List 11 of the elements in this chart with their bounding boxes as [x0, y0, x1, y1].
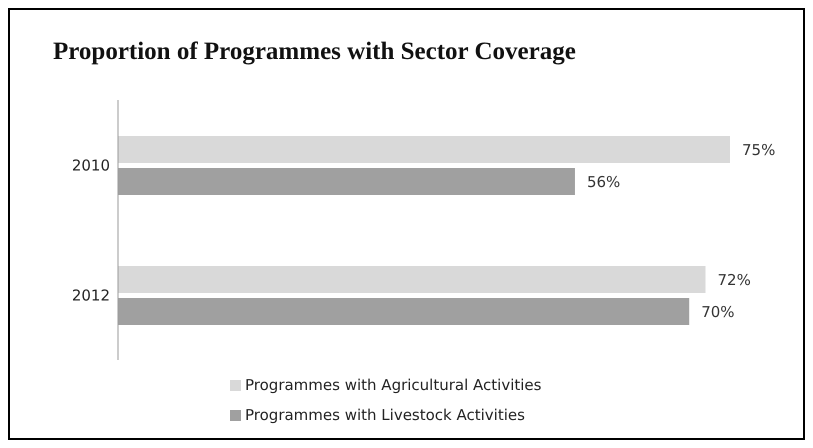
- y-tick-label: 2010: [72, 156, 110, 174]
- data-label: 72%: [718, 270, 751, 289]
- chart-title: Proportion of Programmes with Sector Coverage: [53, 38, 576, 66]
- data-label: 56%: [586, 172, 620, 191]
- bar: [118, 266, 706, 293]
- y-tick-label: 2012: [72, 286, 110, 304]
- data-label: 75%: [742, 140, 776, 159]
- data-label: 70%: [701, 302, 735, 321]
- legend-label: Programmes with Agricultural Activities: [245, 376, 542, 394]
- bar: [118, 136, 730, 163]
- legend-label: Programmes with Livestock Activities: [245, 406, 525, 424]
